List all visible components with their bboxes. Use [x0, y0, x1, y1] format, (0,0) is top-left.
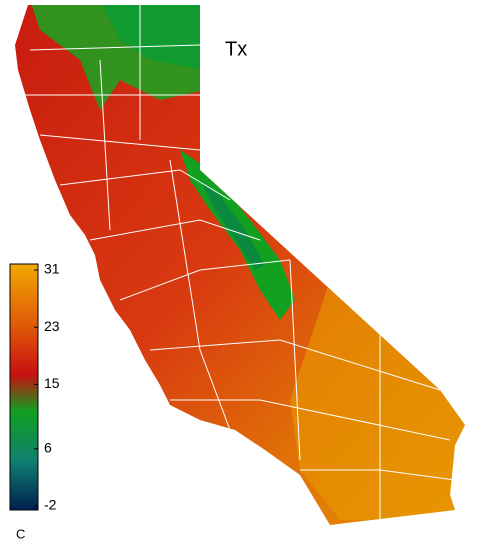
colorbar-label: C	[16, 526, 25, 541]
colorbar-tick-label: -2	[44, 497, 57, 513]
colorbar	[9, 263, 39, 511]
colorbar-tick-label: 15	[44, 375, 60, 391]
map-title: Tx	[225, 38, 247, 60]
colorbar-ticks: 31 23 15 6 -2	[34, 261, 60, 513]
colorbar-tick-label: 31	[44, 261, 60, 277]
county-lines	[25, 5, 456, 520]
colorbar-tick-label: 6	[44, 439, 52, 455]
colorbar-tick-label: 23	[44, 318, 60, 334]
